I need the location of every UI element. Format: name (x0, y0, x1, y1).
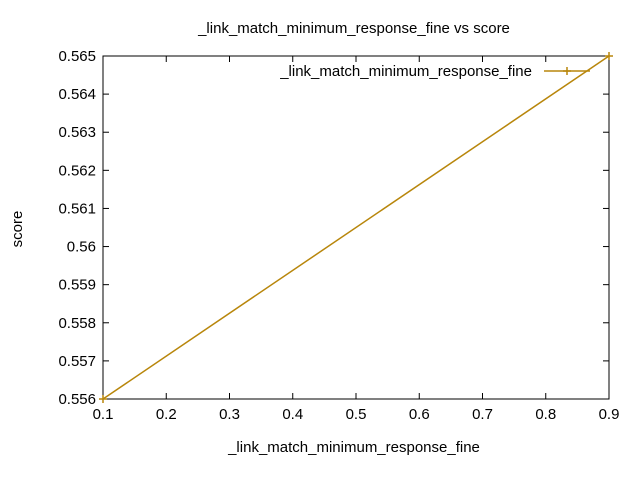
data-point (605, 52, 613, 60)
x-tick-label: 0.5 (346, 406, 367, 423)
y-tick-label: 0.556 (58, 391, 96, 408)
legend-marker (563, 67, 571, 75)
y-tick-label: 0.557 (58, 353, 96, 370)
y-tick-label: 0.56 (67, 239, 96, 256)
x-tick-label: 0.2 (156, 406, 177, 423)
axis-ticks: 0.1 0.2 0.3 0.4 0.5 0.6 0.7 0.8 0.9 0.556 0.557 0.5… (58, 48, 619, 423)
y-axis-label: score (9, 211, 26, 248)
x-tick-label: 0.1 (93, 406, 114, 423)
y-tick-label: 0.558 (58, 315, 96, 332)
chart-title: _link_match_minimum_response_fine vs sco… (197, 20, 510, 37)
series-layer (99, 52, 613, 403)
y-tick-label: 0.565 (58, 48, 96, 65)
y-tick-label: 0.563 (58, 124, 96, 141)
legend: _link_match_minimum_response_fine (279, 63, 590, 80)
y-tick-label: 0.559 (58, 277, 96, 294)
x-axis-label: _link_match_minimum_response_fine (227, 439, 480, 456)
y-tick-label: 0.564 (58, 86, 96, 103)
series-line (102, 55, 610, 400)
legend-label: _link_match_minimum_response_fine (279, 63, 532, 80)
y-tick-label: 0.562 (58, 162, 96, 179)
x-tick-label: 0.8 (535, 406, 556, 423)
x-tick-label: 0.7 (472, 406, 493, 423)
y-tick-label: 0.561 (58, 200, 96, 217)
data-point (99, 395, 107, 403)
x-tick-label: 0.4 (282, 406, 303, 423)
x-tick-label: 0.6 (409, 406, 430, 423)
x-tick-label: 0.9 (599, 406, 620, 423)
x-tick-label: 0.3 (219, 406, 240, 423)
